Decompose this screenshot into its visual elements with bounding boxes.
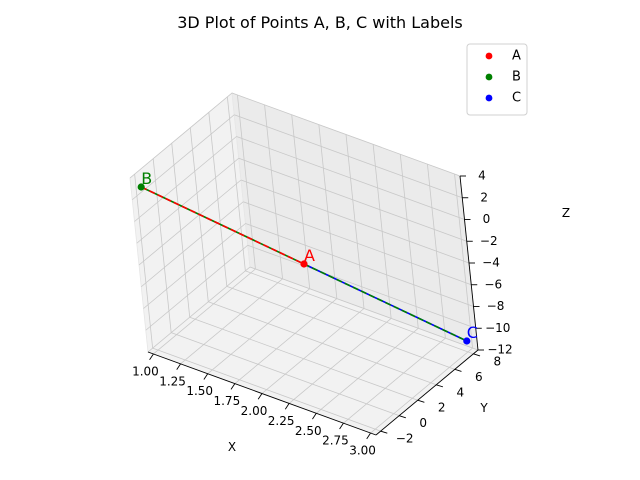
y-tick-label: −2 [396, 432, 414, 446]
x-tick-mark [284, 403, 290, 410]
x-grid-floor [261, 308, 365, 394]
y-tick-label: 0 [419, 416, 427, 430]
y-tick-mark [436, 384, 444, 388]
z-grid-left [143, 223, 246, 309]
x-tick-label: 1.25 [159, 374, 186, 388]
z-grid-left [134, 136, 237, 222]
x-tick-mark [203, 373, 209, 380]
x-grid-floor [316, 327, 419, 414]
z-grid-back [249, 266, 479, 351]
tick-labels: 1.001.251.501.752.002.252.502.753.00−202… [132, 169, 513, 458]
legend-label-c: C [512, 91, 521, 106]
z-grid-back [234, 114, 463, 199]
y-grid-floor [171, 332, 400, 417]
legend-label-a: A [512, 49, 521, 64]
x-tick-mark [230, 383, 236, 390]
x-tick-label: 2.75 [322, 434, 349, 448]
z-tick-label: 4 [478, 169, 486, 183]
y-grid-floor [152, 347, 381, 432]
x-tick-mark [149, 353, 154, 361]
x-tick-label: 2.00 [241, 404, 268, 418]
x-tick-mark [257, 393, 263, 400]
z-tick-label: −12 [487, 343, 512, 357]
z-grid-left [145, 244, 249, 331]
z-grid-left [147, 266, 251, 353]
data-points: A B C [137, 169, 478, 345]
y-axis-label: Y [479, 401, 488, 415]
z-grid-back [236, 136, 465, 220]
point-label-a: A [304, 246, 315, 265]
legend-box [466, 43, 528, 116]
legend: ABC [466, 43, 528, 116]
x-grid-floor [288, 318, 392, 404]
y-tick-label: 2 [438, 401, 446, 415]
legend-marker-a [485, 52, 493, 60]
x-tick-mark [176, 363, 181, 370]
x-grid-floor [207, 288, 310, 375]
y-grid-floor [226, 285, 455, 370]
z-tick-label: 2 [480, 190, 488, 204]
z-grid-back [240, 179, 470, 264]
y-tick-label: 4 [456, 385, 464, 399]
x-grid-floor [343, 337, 446, 424]
y-tick-mark [380, 430, 388, 434]
x-grid-floor [180, 278, 283, 365]
legend-marker-c [485, 94, 493, 102]
x-tick-label: 1.00 [132, 364, 159, 378]
z-grid-left [140, 201, 244, 288]
connecting-lines [140, 186, 468, 342]
z-tick-label: −4 [482, 256, 500, 270]
y-axis-line [375, 349, 479, 436]
z-grid-back [245, 223, 474, 307]
x-tick-label: 2.25 [268, 414, 295, 428]
y-tick-mark [454, 368, 462, 372]
z-tick-label: −10 [485, 321, 510, 335]
z-grid-left [129, 92, 233, 179]
z-grid-back [243, 201, 472, 286]
z-tick-label: 0 [483, 212, 491, 226]
x-tick-label: 3.00 [349, 444, 376, 458]
legend-marker-b [485, 73, 493, 81]
y-grid-floor [208, 301, 437, 386]
x-grid-floor [153, 268, 256, 355]
z-grid-back [238, 157, 467, 242]
z-tick-label: −2 [480, 234, 498, 248]
line-A-C-dashed [303, 263, 468, 342]
y-tick-mark [417, 399, 425, 403]
x-tick-mark [366, 432, 371, 440]
grid-lines [129, 92, 479, 434]
y-tick-mark [399, 415, 406, 419]
y-tick-label: 6 [475, 370, 483, 384]
line-B-A-dashed [140, 186, 305, 265]
z-tick-label: −8 [487, 299, 505, 313]
point-label-c: C [467, 323, 478, 342]
chart-title: 3D Plot of Points A, B, C with Labels [177, 13, 463, 32]
legend-label-b: B [512, 70, 521, 85]
point-c [463, 337, 471, 345]
y-grid-floor [245, 270, 474, 355]
x-axis-label: X [228, 440, 236, 454]
x-tick-label: 1.50 [186, 384, 213, 398]
z-tick-label: −6 [484, 277, 502, 291]
x-tick-label: 1.75 [213, 394, 240, 408]
x-tick-mark [312, 413, 317, 420]
x-grid-floor [370, 347, 473, 434]
y-grid-floor [189, 316, 418, 401]
z-grid-back [231, 92, 461, 177]
point-label-b: B [141, 169, 152, 188]
z-grid-left [138, 179, 242, 266]
point-a [300, 260, 308, 268]
x-tick-label: 2.50 [295, 424, 322, 438]
z-grid-left [136, 157, 240, 244]
y-tick-mark [473, 353, 481, 357]
y-tick-label: 8 [494, 354, 502, 368]
z-grid-left [131, 114, 235, 201]
point-b [137, 183, 145, 191]
z-axis-label: Z [562, 206, 570, 220]
x-grid-floor [234, 298, 338, 384]
z-grid-back [247, 244, 476, 329]
x-tick-mark [339, 422, 344, 430]
